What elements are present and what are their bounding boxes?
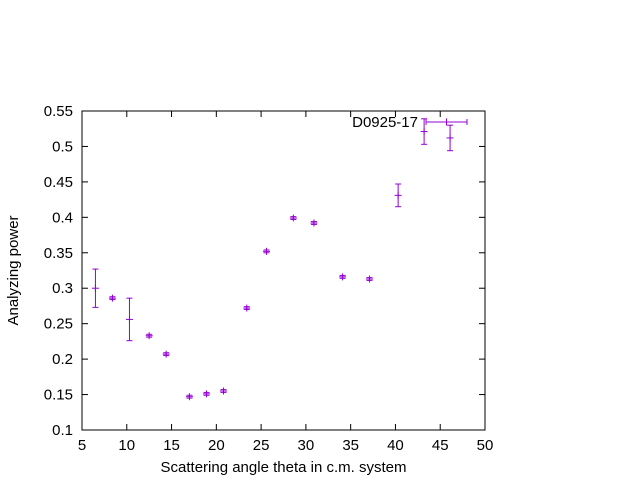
x-axis-label: Scattering angle theta in c.m. system	[161, 459, 407, 476]
y-tick-label: 0.15	[44, 387, 73, 404]
legend: D0925-17	[352, 114, 468, 131]
x-tick-label: 25	[253, 437, 270, 454]
y-tick-label: 0.25	[44, 316, 73, 333]
y-tick-label: 0.1	[52, 422, 73, 439]
y-tick-label: 0.45	[44, 174, 73, 191]
x-tick-label: 5	[78, 437, 86, 454]
data-point	[310, 219, 318, 227]
x-tick-label: 20	[208, 437, 225, 454]
data-point	[289, 214, 297, 222]
data-point	[91, 268, 99, 308]
y-tick-label: 0.3	[52, 280, 73, 297]
data-point	[162, 350, 170, 358]
x-axis-ticks: 5 10 15 20 25 30 35 40 45 50	[78, 111, 494, 454]
data-point	[108, 294, 116, 302]
data-point	[243, 304, 251, 312]
y-tick-label: 0.55	[44, 103, 73, 120]
y-tick-label: 0.2	[52, 351, 73, 368]
data-point	[365, 275, 373, 283]
y-tick-label: 0.5	[52, 138, 73, 155]
y-axis-label: Analyzing power	[5, 215, 22, 325]
legend-label: D0925-17	[352, 114, 418, 131]
data-point	[446, 124, 454, 152]
data-point	[262, 247, 270, 255]
data-point	[202, 390, 210, 398]
y-axis-ticks: 0.1 0.15 0.2 0.25 0.3 0.35 0.4 0.45 0.5 0.55	[44, 103, 485, 439]
x-tick-label: 40	[387, 437, 404, 454]
y-tick-label: 0.35	[44, 245, 73, 262]
data-point	[125, 297, 133, 342]
x-tick-label: 35	[342, 437, 359, 454]
data-point	[185, 393, 193, 401]
data-points	[91, 118, 454, 401]
x-tick-label: 15	[163, 437, 180, 454]
data-point	[420, 118, 428, 145]
y-tick-label: 0.4	[52, 209, 73, 226]
x-tick-label: 10	[118, 437, 135, 454]
data-point	[145, 332, 153, 340]
data-point	[394, 183, 402, 208]
legend-sample	[425, 118, 468, 126]
x-tick-label: 30	[298, 437, 315, 454]
x-tick-label: 45	[432, 437, 449, 454]
data-point	[219, 387, 227, 395]
plot-frame	[81, 110, 486, 431]
x-tick-label: 50	[477, 437, 494, 454]
data-point	[339, 273, 347, 281]
